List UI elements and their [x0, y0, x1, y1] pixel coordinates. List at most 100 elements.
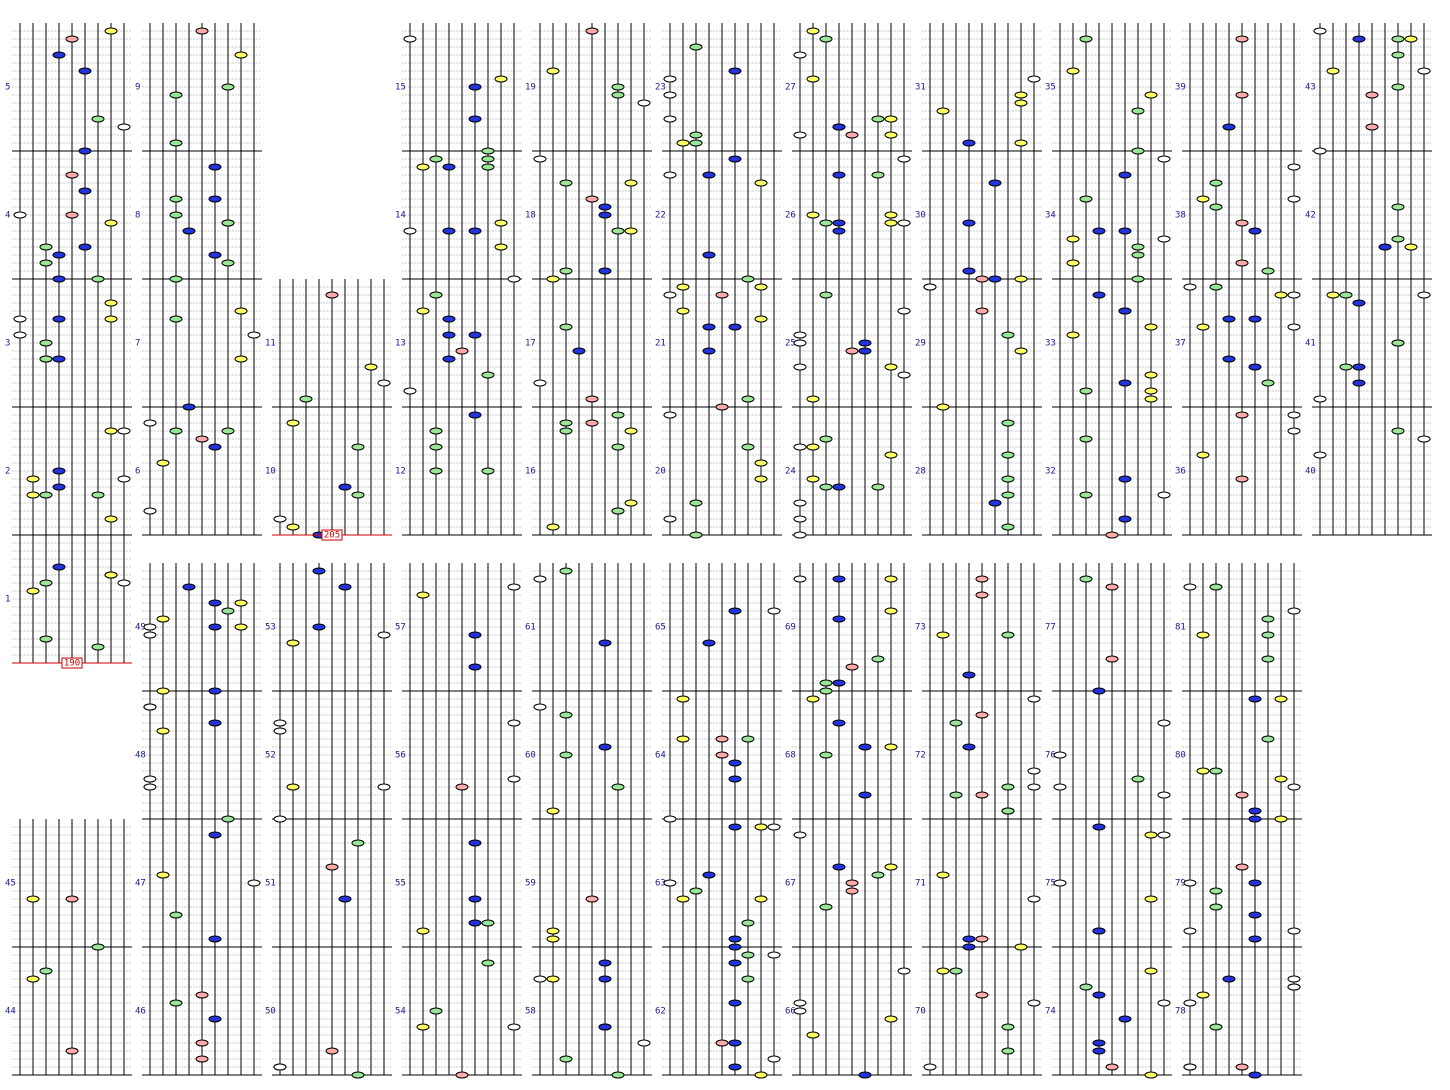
measure: 64: [655, 691, 782, 823]
measure: 47: [135, 819, 262, 948]
measure-number: 49: [135, 623, 146, 633]
note: [78, 147, 92, 155]
note: [247, 331, 261, 339]
note: [598, 267, 612, 275]
note: [689, 131, 703, 139]
note: [468, 919, 482, 927]
note: [806, 443, 820, 451]
note: [429, 155, 443, 163]
note: [221, 815, 235, 823]
measure: 7: [135, 279, 262, 411]
measure-number: 6: [135, 467, 140, 477]
measure-number: 3: [5, 339, 10, 349]
note: [546, 975, 560, 983]
note: [676, 283, 690, 291]
note: [1287, 411, 1301, 419]
note: [1092, 927, 1106, 935]
note: [39, 243, 53, 251]
note: [1287, 195, 1301, 203]
note: [208, 1015, 222, 1023]
measure-number: 61: [525, 623, 536, 633]
note: [208, 443, 222, 451]
measure: 33: [1045, 279, 1172, 408]
note: [1066, 235, 1080, 243]
measure-number: 53: [265, 623, 276, 633]
note: [208, 599, 222, 607]
note: [728, 323, 742, 331]
note: [143, 419, 157, 427]
note: [728, 943, 742, 951]
note: [65, 895, 79, 903]
note: [338, 483, 352, 491]
measure: 43: [1305, 23, 1432, 155]
note: [702, 251, 716, 259]
note: [598, 203, 612, 211]
note: [754, 179, 768, 187]
note: [481, 155, 495, 163]
note: [819, 291, 833, 299]
note: [351, 443, 365, 451]
note: [1235, 863, 1249, 871]
note: [585, 395, 599, 403]
note: [1144, 323, 1158, 331]
note: [169, 911, 183, 919]
note: [91, 115, 105, 123]
measure-number: 38: [1175, 211, 1186, 221]
measure-number: 10: [265, 467, 276, 477]
note: [65, 211, 79, 219]
measure-number: 65: [655, 623, 666, 633]
note: [1092, 291, 1106, 299]
note: [1014, 99, 1028, 107]
note: [936, 967, 950, 975]
measure: 60: [525, 691, 652, 820]
note: [403, 227, 417, 235]
measure: 61: [525, 563, 652, 692]
note: [1014, 275, 1028, 283]
note: [52, 275, 66, 283]
note: [26, 975, 40, 983]
measure: 24: [785, 407, 912, 539]
note: [1352, 299, 1366, 307]
note: [364, 363, 378, 371]
note: [585, 419, 599, 427]
note: [1157, 831, 1171, 839]
note: [975, 307, 989, 315]
measure-number: 52: [265, 751, 276, 761]
bpm-box: [61, 657, 83, 669]
note: [273, 515, 287, 523]
note: [663, 815, 677, 823]
measure-number: 35: [1045, 83, 1056, 93]
measure: 38: [1175, 151, 1302, 280]
measure-number: 37: [1175, 339, 1186, 349]
note: [377, 631, 391, 639]
note: [1118, 171, 1132, 179]
measure: 14: [395, 151, 522, 283]
note: [754, 315, 768, 323]
note: [598, 1023, 612, 1031]
note: [104, 315, 118, 323]
note: [403, 35, 417, 43]
measure: 65: [655, 563, 782, 692]
note: [559, 751, 573, 759]
measure: 34: [1045, 151, 1172, 283]
note: [533, 975, 547, 983]
measure-number: 5: [5, 83, 10, 93]
note: [988, 275, 1002, 283]
measure-number: 34: [1045, 211, 1056, 221]
note: [806, 1031, 820, 1039]
note: [416, 307, 430, 315]
note: [468, 227, 482, 235]
note: [1053, 879, 1067, 887]
note: [39, 635, 53, 643]
note: [845, 887, 859, 895]
measure: 63: [655, 819, 782, 951]
note: [143, 631, 157, 639]
measure-number: 46: [135, 1007, 146, 1017]
note: [52, 483, 66, 491]
note: [481, 919, 495, 927]
note: [845, 663, 859, 671]
note: [455, 1071, 469, 1079]
note: [845, 131, 859, 139]
note: [1183, 583, 1197, 591]
note: [1248, 315, 1262, 323]
